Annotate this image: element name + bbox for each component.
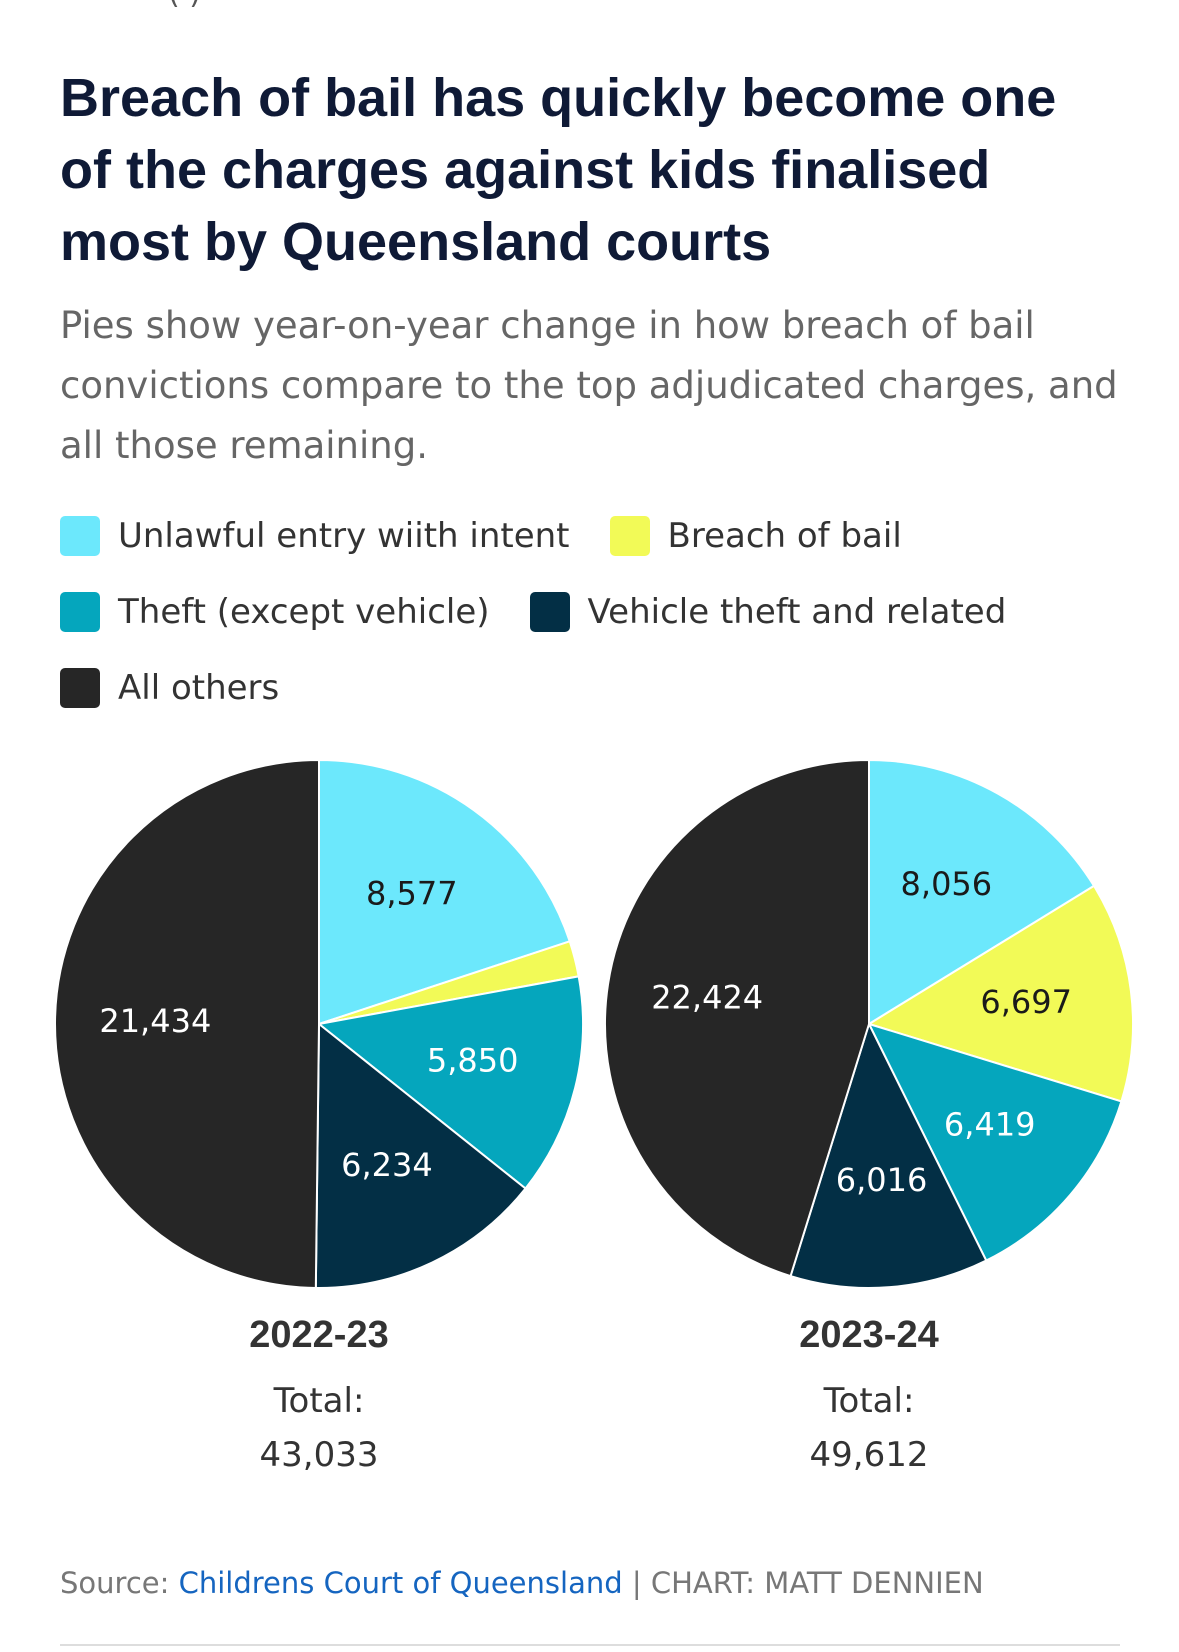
pie-label-breach-of-bail-2023-24: 6,697 xyxy=(980,983,1072,1021)
chart-credit: | CHART: MATT DENNIEN xyxy=(622,1566,984,1600)
pie-charts: 8,577 5,850 6,234 21,434 8,056 6,697 6,419 6,0… xyxy=(53,758,1134,1289)
legend-swatch-breach-of-bail xyxy=(609,516,650,556)
pie-label-theft-2023-24: 6,419 xyxy=(944,1106,1036,1144)
legend-swatch-vehicle-theft xyxy=(529,592,570,632)
pie-label-unlawful-entry-2022-23: 8,577 xyxy=(366,875,458,913)
pie-label-vehicle-theft-2023-24: 6,016 xyxy=(836,1161,928,1199)
legend-item-breach-of-bail: Breach of bail xyxy=(609,516,902,556)
pie-label-all-others-2022-23: 21,434 xyxy=(99,1002,211,1040)
pie-total-label-2023-24: Total: xyxy=(823,1381,915,1421)
legend-label-breach-of-bail: Breach of bail xyxy=(667,516,902,556)
pie-label-vehicle-theft-2022-23: 6,234 xyxy=(341,1146,433,1184)
source-link[interactable]: Childrens Court of Queensland xyxy=(178,1566,623,1600)
legend-label-unlawful-entry: Unlawful entry wiith intent xyxy=(118,516,570,556)
pie-total-value-2023-24: 49,612 xyxy=(809,1435,929,1475)
chart-title: Breach of bail has quickly become one of… xyxy=(60,68,1057,272)
pie-2022-23: 8,577 5,850 6,234 21,434 xyxy=(53,758,584,1289)
legend-swatch-unlawful-entry xyxy=(60,516,100,556)
pie-slice-all-others-2023-24 xyxy=(604,758,870,1278)
legend-item-unlawful-entry: Unlawful entry wiith intent xyxy=(60,516,570,556)
pie-slice-vehicle-theft-2023-24 xyxy=(789,1021,988,1289)
bottom-divider xyxy=(60,1644,1120,1646)
legend-label-vehicle-theft: Vehicle theft and related xyxy=(587,592,1007,632)
legend-label-theft: Theft (except vehicle) xyxy=(118,592,490,632)
pie-slice-unlawful-entry-2023-24 xyxy=(868,758,1096,1026)
pie-slice-theft-2022-23 xyxy=(316,975,584,1190)
pie-slice-unlawful-entry-2022-23 xyxy=(318,758,571,1026)
source-prefix: Source: xyxy=(60,1566,179,1600)
pie-caption-2022-23: 2022-23 Total: 43,033 xyxy=(139,1310,499,1482)
source-line: Source: Childrens Court of Queensland | … xyxy=(60,1566,984,1600)
pie-label-theft-2022-23: 5,850 xyxy=(427,1042,519,1080)
pie-slice-theft-2023-24 xyxy=(867,1022,1123,1262)
pie-slice-breach-of-bail-2023-24 xyxy=(866,884,1134,1103)
pie-total-value-2022-23: 43,033 xyxy=(259,1435,379,1475)
legend-swatch-all-others xyxy=(60,668,100,708)
legend-swatch-theft xyxy=(60,592,100,632)
pie-slice-vehicle-theft-2022-23 xyxy=(314,1021,527,1289)
pie-slice-all-others-2022-23 xyxy=(53,758,320,1289)
pie-year-2023-24: 2023-24 xyxy=(799,1314,939,1356)
pie-year-2022-23: 2022-23 xyxy=(249,1314,389,1356)
pie-label-unlawful-entry-2023-24: 8,056 xyxy=(901,865,993,903)
legend-label-all-others: All others xyxy=(118,668,280,708)
pie-label-all-others-2023-24: 22,424 xyxy=(651,978,763,1016)
legend: Unlawful entry wiith intent Breach of ba… xyxy=(60,516,1120,708)
pie-total-label-2022-23: Total: xyxy=(273,1381,365,1421)
cropped-previous-text: ( ) xyxy=(168,0,201,11)
chart-subtitle: Pies show year-on-year change in how bre… xyxy=(60,304,1118,467)
pie-caption-2023-24: 2023-24 Total: 49,612 xyxy=(689,1310,1049,1482)
legend-item-theft: Theft (except vehicle) xyxy=(60,592,490,632)
legend-item-all-others: All others xyxy=(60,668,279,708)
pie-2023-24: 8,056 6,697 6,419 6,016 22,424 xyxy=(604,758,1134,1289)
legend-item-vehicle-theft: Vehicle theft and related xyxy=(529,592,1007,632)
